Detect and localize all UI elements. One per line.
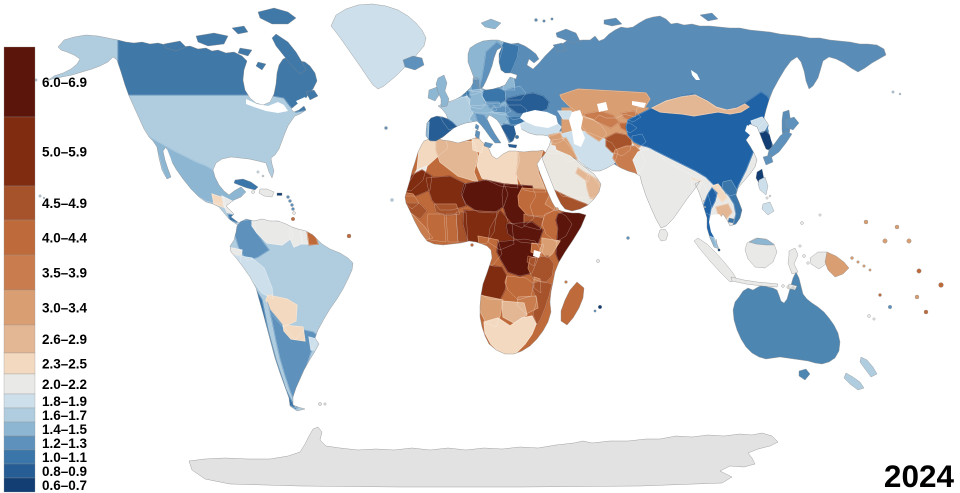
svg-text:4.5–4.9: 4.5–4.9 <box>42 196 87 211</box>
svg-text:0.8–0.9: 0.8–0.9 <box>42 464 87 479</box>
svg-text:0.6–0.7: 0.6–0.7 <box>42 478 87 493</box>
svg-text:5.0–5.9: 5.0–5.9 <box>42 144 87 159</box>
svg-text:2.3–2.5: 2.3–2.5 <box>42 356 88 371</box>
svg-text:2.6–2.9: 2.6–2.9 <box>42 332 87 347</box>
svg-text:2024: 2024 <box>884 458 955 493</box>
svg-text:6.0–6.9: 6.0–6.9 <box>42 75 87 90</box>
svg-text:1.0–1.1: 1.0–1.1 <box>42 450 88 465</box>
svg-text:1.6–1.7: 1.6–1.7 <box>42 408 87 423</box>
svg-text:1.2–1.3: 1.2–1.3 <box>42 436 88 451</box>
svg-text:3.5–3.9: 3.5–3.9 <box>42 265 87 280</box>
svg-text:2.0–2.2: 2.0–2.2 <box>42 377 87 392</box>
svg-text:4.0–4.4: 4.0–4.4 <box>42 230 88 245</box>
svg-text:1.8–1.9: 1.8–1.9 <box>42 394 87 409</box>
svg-text:3.0–3.4: 3.0–3.4 <box>42 300 88 315</box>
svg-text:1.4–1.5: 1.4–1.5 <box>42 422 88 437</box>
